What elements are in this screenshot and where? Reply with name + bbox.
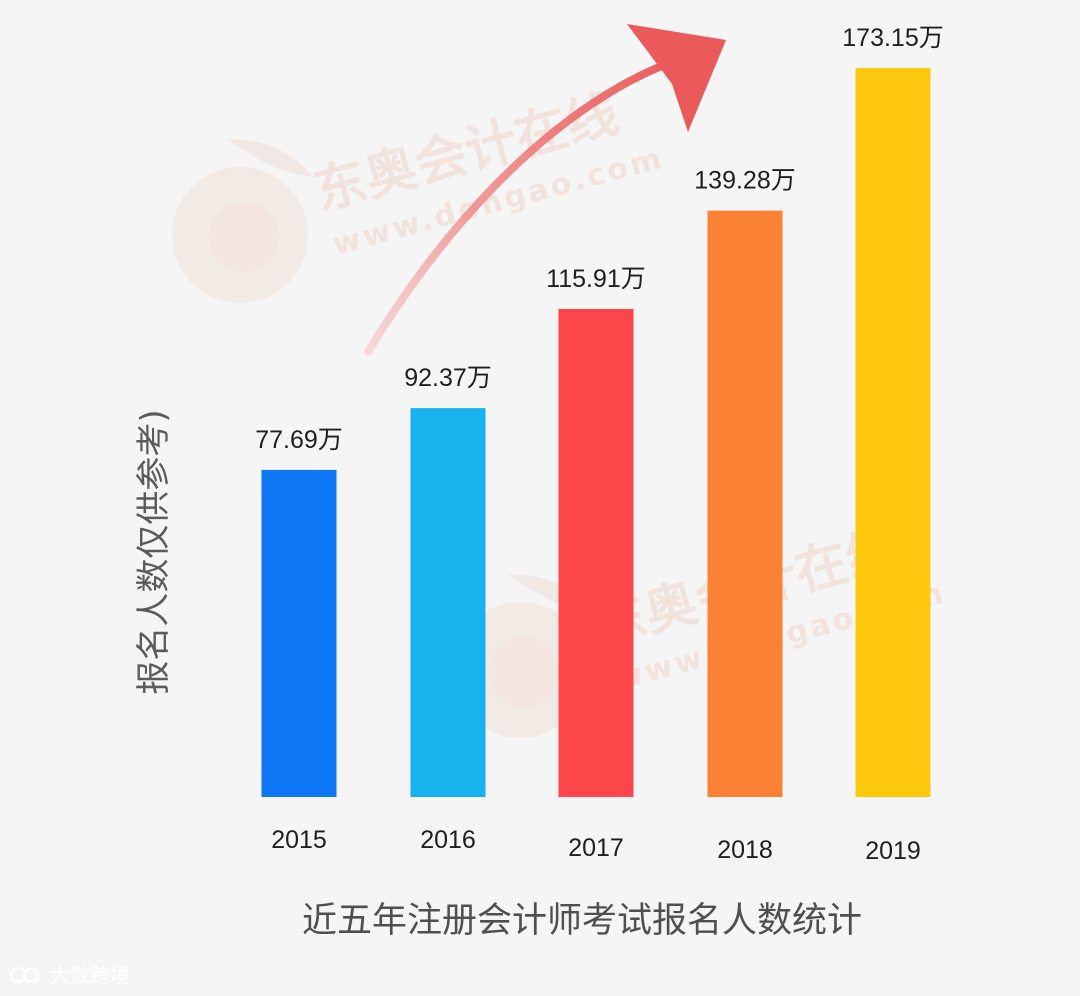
watermark-logo-icon <box>172 139 314 303</box>
x-tick-labels-group: 2015 2016 2017 2018 2019 <box>271 826 921 865</box>
trend-arrow-curve <box>364 55 684 356</box>
source-logo-icon <box>10 967 39 983</box>
watermark-logo-icon-2 <box>452 574 594 738</box>
value-label-2017: 115.91万 <box>546 265 646 293</box>
bars-group <box>261 68 931 798</box>
bar-2019 <box>855 68 931 797</box>
value-label-2019: 173.15万 <box>842 24 943 52</box>
bar-2015 <box>261 469 337 797</box>
trend-arrow <box>364 24 726 356</box>
x-tick-2019: 2019 <box>865 837 921 865</box>
x-tick-2015: 2015 <box>271 826 327 854</box>
value-label-2018: 139.28万 <box>694 167 795 195</box>
trend-arrow-head <box>627 24 726 132</box>
value-labels-group: 77.69万 92.37万 115.91万 139.28万 173.15万 <box>255 24 944 454</box>
x-tick-2018: 2018 <box>717 836 773 864</box>
source-badge: 大数跨境 <box>10 963 130 987</box>
bar-2017 <box>558 308 634 797</box>
x-tick-2017: 2017 <box>568 834 624 862</box>
source-badge-text: 大数跨境 <box>50 963 130 987</box>
value-label-2015: 77.69万 <box>255 426 343 454</box>
bar-2018 <box>707 210 783 798</box>
value-label-2016: 92.37万 <box>404 364 492 392</box>
chart-caption: 近五年注册会计师考试报名人数统计 <box>302 901 862 941</box>
y-axis-label: 报名人数仅供参考) <box>134 409 174 694</box>
x-tick-2016: 2016 <box>420 826 476 854</box>
bar-2016 <box>410 408 486 797</box>
